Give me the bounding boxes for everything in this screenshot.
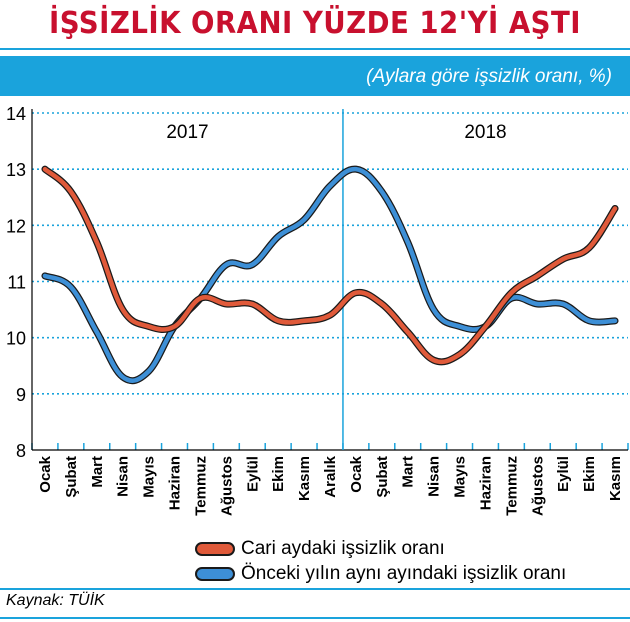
x-tick-10: Kasım	[296, 456, 313, 501]
x-tick-14: Mart	[400, 456, 417, 488]
x-tick-22: Kasım	[607, 456, 624, 501]
series-current-line-outline	[41, 165, 619, 366]
bottom-rule-2	[0, 617, 630, 619]
x-tick-5: Haziran	[167, 456, 184, 510]
x-tick-7: Ağustos	[218, 456, 235, 516]
series-previous-line	[42, 166, 618, 383]
x-tick-15: Nisan	[426, 456, 443, 497]
legend-item-previous: Önceki yılın aynı ayındaki işsizlik oran…	[195, 561, 566, 586]
x-tick-4: Mayıs	[141, 456, 158, 498]
chart-subtitle: (Aylara göre işsizlik oranı, %)	[366, 66, 612, 87]
year-label-2017: 2017	[166, 122, 208, 143]
x-tick-6: Temmuz	[192, 456, 209, 516]
legend: Cari aydaki işsizlik oranı Önceki yılın …	[195, 536, 566, 586]
x-tick-labels: Ocak Şubat Mart Nisan Mayıs Haziran Temmuz Ağus…	[37, 455, 624, 516]
x-tick-1: Şubat	[63, 456, 80, 498]
grid	[32, 112, 628, 395]
x-tick-3: Nisan	[115, 456, 132, 497]
source-note: Kaynak: TÜİK	[6, 592, 105, 609]
x-tick-8: Eylül	[244, 456, 261, 492]
x-tick-2: Mart	[89, 456, 106, 488]
y-tick-8: 8	[16, 441, 26, 461]
y-tick-13: 13	[6, 160, 26, 180]
series-lines	[41, 165, 619, 385]
bottom-rule	[0, 588, 630, 590]
y-tick-labels: 8 9 10 11 12 13 14	[6, 104, 26, 461]
y-tick-9: 9	[16, 385, 26, 405]
axes	[31, 109, 629, 451]
legend-label-previous: Önceki yılın aynı ayındaki işsizlik oran…	[241, 562, 567, 584]
x-tick-17: Haziran	[477, 456, 494, 510]
y-tick-11: 11	[7, 273, 26, 293]
legend-swatch-current	[195, 541, 235, 556]
x-tick-0: Ocak	[37, 455, 54, 492]
legend-label-current: Cari aydaki işsizlik oranı	[241, 537, 445, 559]
line-chart: 8 9 10 11 12 13 14 Ocak Şubat Mart Nisan Mayıs Hazi…	[6, 104, 629, 516]
year-labels: 2017 2018	[166, 122, 506, 143]
x-tick-18: Temmuz	[503, 456, 520, 516]
x-tick-20: Eylül	[555, 456, 572, 492]
x-tick-16: Mayıs	[452, 456, 469, 498]
series-current-line	[42, 166, 618, 365]
chart-title: İŞSİZLİK ORANI YÜZDE 12'Yİ AŞTI	[48, 6, 582, 41]
x-tick-12: Ocak	[348, 455, 365, 492]
x-tick-11: Aralık	[322, 455, 339, 497]
x-tick-13: Şubat	[374, 456, 391, 498]
y-tick-12: 12	[6, 216, 26, 236]
series-previous-line-outline	[41, 165, 619, 385]
x-tick-21: Ekim	[581, 456, 598, 492]
y-tick-10: 10	[6, 329, 26, 349]
legend-item-current: Cari aydaki işsizlik oranı	[195, 536, 566, 561]
legend-swatch-previous	[195, 566, 235, 581]
y-tick-14: 14	[6, 104, 26, 124]
x-tick-19: Ağustos	[529, 456, 546, 516]
x-tick-9: Ekim	[270, 456, 287, 492]
subtitle-band	[0, 56, 630, 96]
year-label-2018: 2018	[464, 122, 506, 143]
top-rule	[0, 48, 630, 50]
